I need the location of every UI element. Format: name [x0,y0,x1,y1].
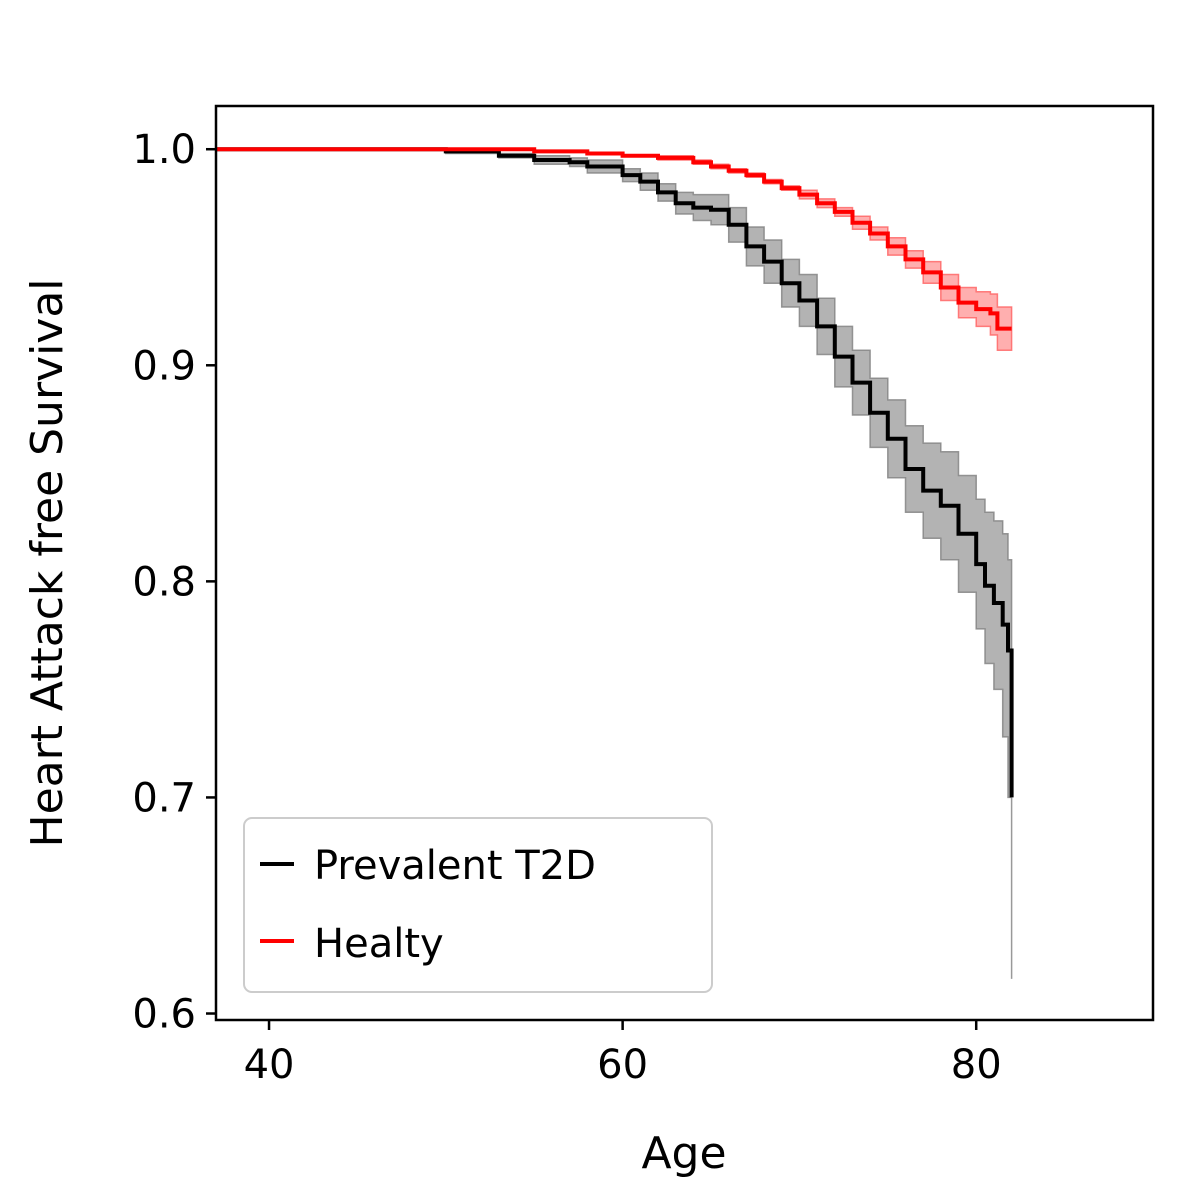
y-tick-label: 0.7 [132,775,196,821]
legend-box [243,817,713,993]
legend-label-prevalent-t2d: Prevalent T2D [314,843,596,889]
y-tick-label: 0.8 [132,559,196,605]
plot-frame [214,104,1155,1022]
y-tick-label: 0.9 [132,343,196,389]
x-tick-label: 80 [951,1042,1002,1088]
x-tick-label: 60 [597,1042,648,1088]
y-tick-label: 1.0 [132,127,196,173]
y-tick-label: 0.6 [132,992,196,1038]
legend-label-healty: Healty [314,921,444,967]
legend: Prevalent T2D Healty [243,817,713,993]
x-axis-label: Age [641,1128,726,1179]
axis-ticks: 40 60 80 0.6 0.7 0.8 0.9 1.0 [132,127,1001,1088]
survival-curve-prevalent-t2d [216,147,1014,798]
survival-curve-healty [216,147,1012,331]
confidence-band-prevalent-t2d [216,148,1013,979]
x-tick-label: 40 [244,1042,295,1088]
y-axis-label: Heart Attack free Survival [22,278,73,847]
plot-area [216,147,1014,979]
